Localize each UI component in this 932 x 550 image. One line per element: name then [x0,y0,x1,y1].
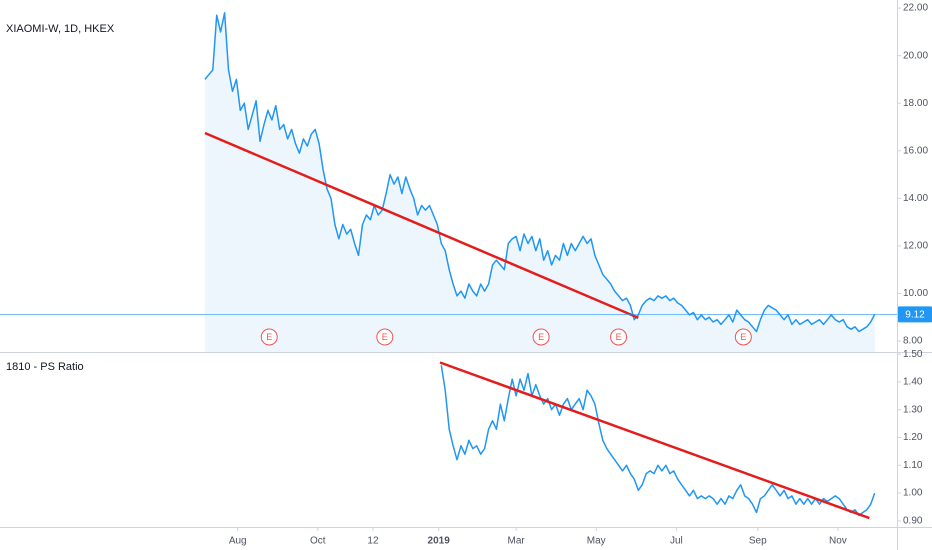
event-marker [734,328,752,346]
event-label: E [538,332,544,342]
y-tick-label: 12.00 [903,241,928,252]
chart-title: 1810 - PS Ratio [6,361,84,373]
x-tick-label: Nov [829,536,847,547]
y-tick-label: 0.90 [903,516,923,527]
y-tick-label: 1.00 [903,488,923,499]
line [440,365,876,517]
y-tick-label: 8.00 [903,336,923,347]
y-tick-label: 1.40 [903,377,923,388]
event-label: E [266,332,272,342]
event-marker [610,328,628,346]
chart-title: XIAOMI-W, 1D, HKEX [6,23,115,35]
x-tick-label: Aug [229,536,247,547]
y-tick-label: 20.00 [903,50,928,61]
y-tick-label: 10.00 [903,288,928,299]
x-tick-label: Oct [310,536,326,547]
y-tick-label: 1.30 [903,404,923,415]
event-marker [376,328,394,346]
y-tick-label: 16.00 [903,145,928,156]
x-tick-label: 2019 [428,536,451,547]
x-tick-label: 12 [367,536,379,547]
event-label: E [382,332,388,342]
trendline [439,361,870,520]
y-tick-label: 1.20 [903,432,923,443]
pane [204,12,876,353]
event-label: E [616,332,622,342]
y-tick-label: 1.10 [903,460,923,471]
y-tick-label: 18.00 [903,98,928,109]
last-price-label: 9.12 [905,310,925,321]
x-tick-label: May [587,536,606,547]
last-price-box [898,306,932,323]
y-tick-label: 22.00 [903,3,928,14]
y-tick-label: 14.00 [903,193,928,204]
x-tick-label: Sep [749,536,767,547]
x-tick-label: Jul [670,536,683,547]
trendline [204,131,639,319]
y-tick-label: 1.50 [903,349,923,360]
line [204,12,876,333]
event-marker [260,328,278,346]
x-tick-label: Mar [508,536,526,547]
event-label: E [740,332,746,342]
event-marker [532,328,550,346]
pane [440,365,876,517]
area [204,12,875,353]
